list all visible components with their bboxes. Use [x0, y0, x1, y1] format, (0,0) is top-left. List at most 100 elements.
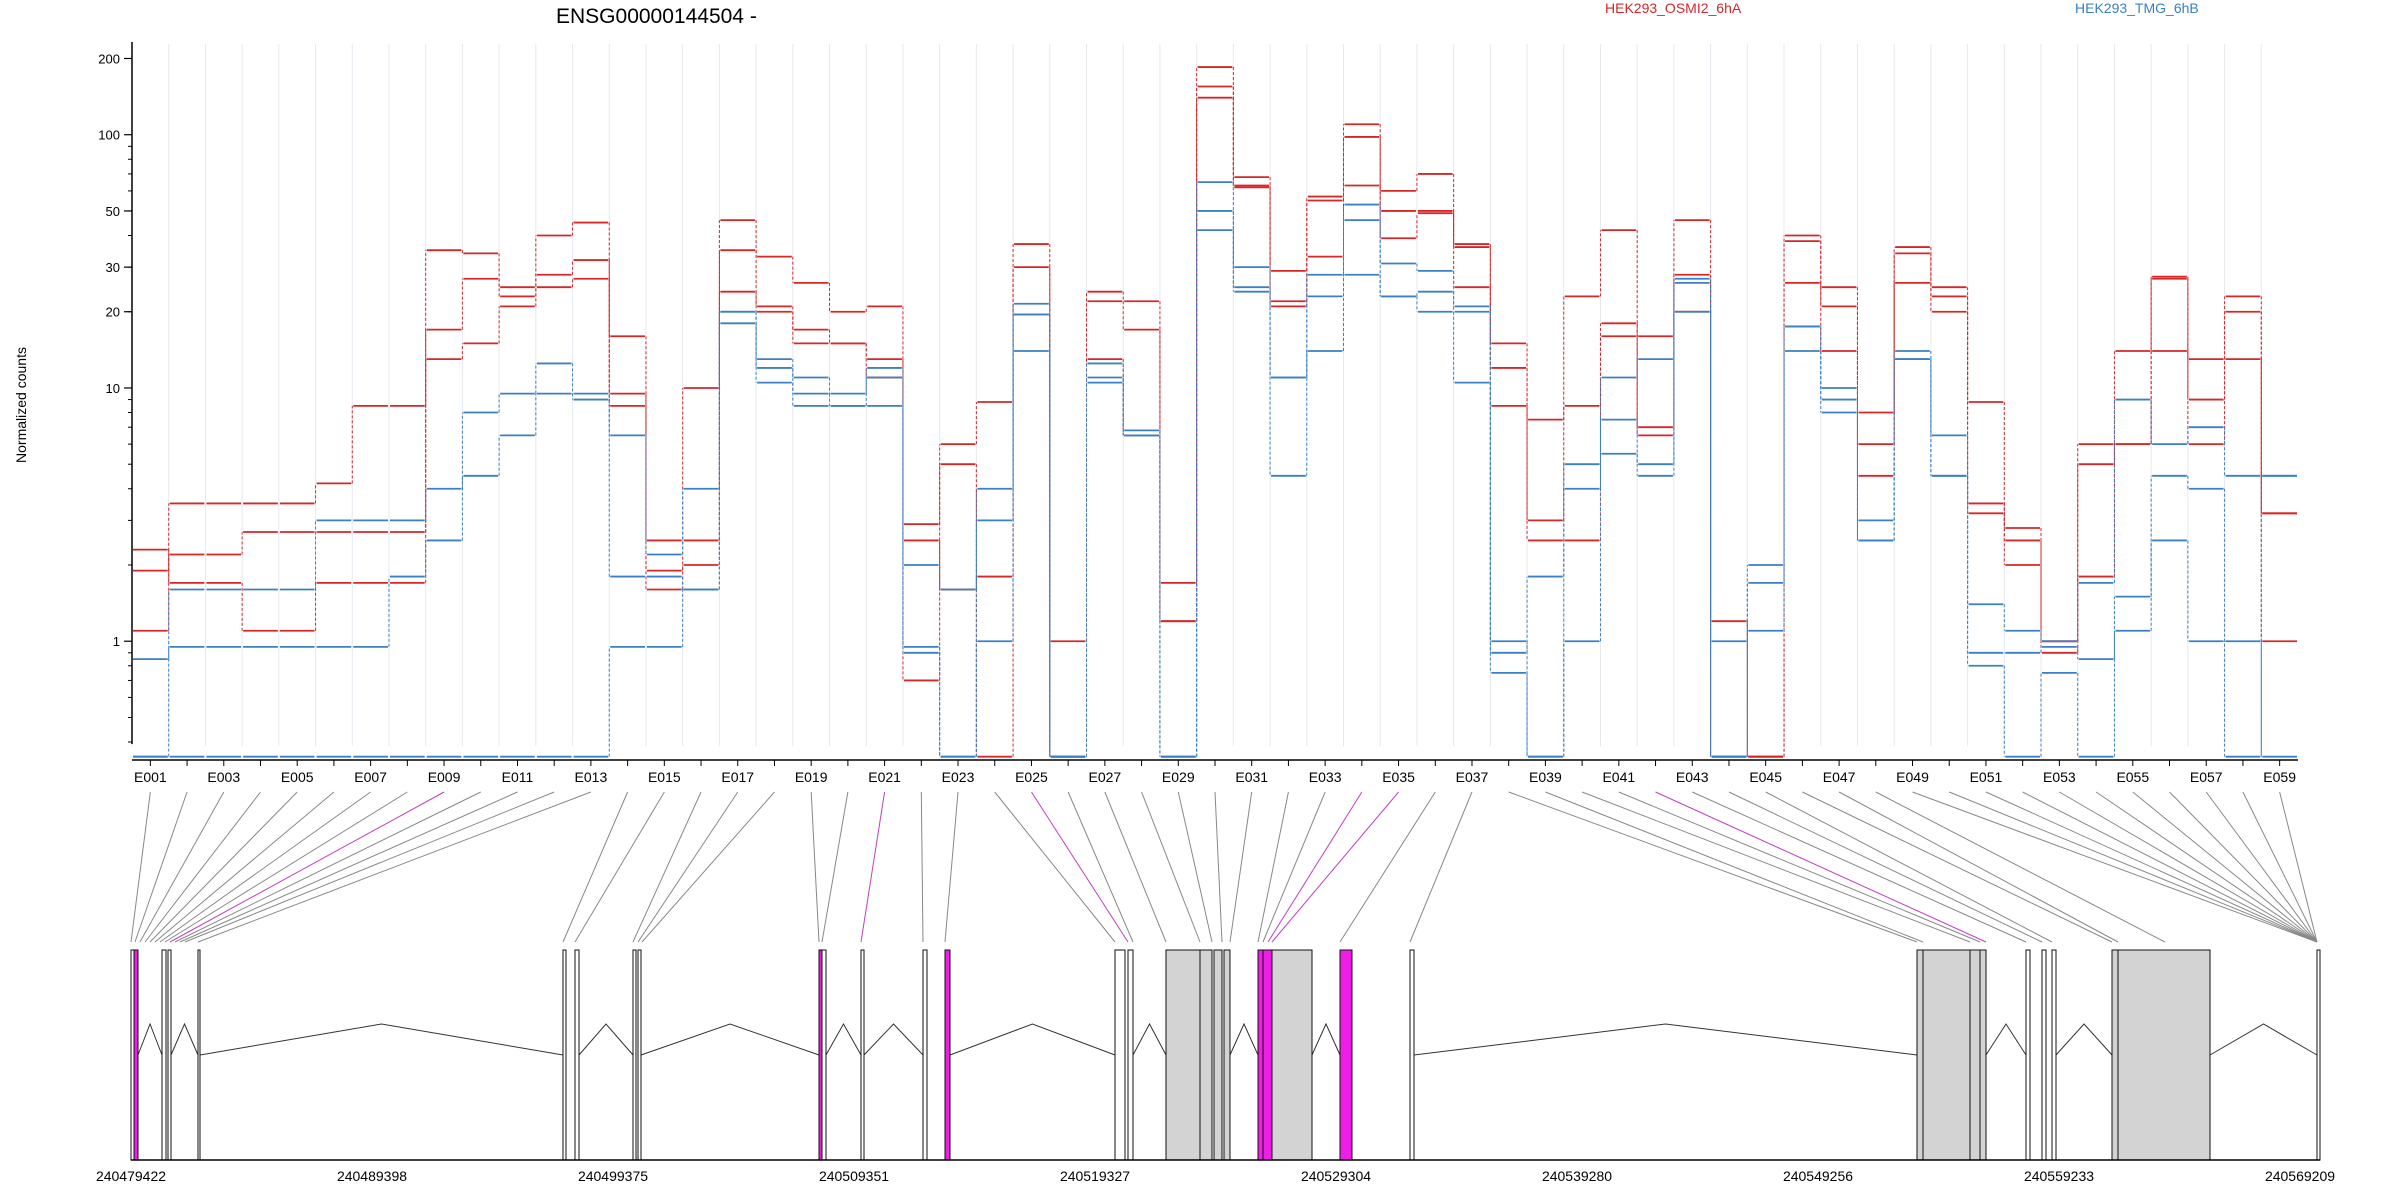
- coordinate-label-240569209: 240569209: [2265, 1168, 2335, 1184]
- connector-E043: [1692, 791, 2027, 943]
- connector-E012: [184, 791, 555, 943]
- connector-E058: [2242, 791, 2318, 943]
- y-tick-label-1: 1: [113, 634, 120, 649]
- exon-tick-label-E025: E025: [1015, 769, 1048, 785]
- connector-E029: [1177, 791, 1213, 943]
- exon-block: [1199, 949, 1213, 1161]
- exon-block: [1127, 949, 1134, 1161]
- connector-E005: [149, 791, 298, 943]
- exon-tick-label-E009: E009: [428, 769, 461, 785]
- connector-E001: [130, 791, 151, 943]
- exon-tick-label-E057: E057: [2190, 769, 2223, 785]
- exon-tick-label-E031: E031: [1235, 769, 1268, 785]
- intron-line: [170, 1022, 199, 1056]
- connector-E047: [1838, 791, 2119, 943]
- exon-axis: E001 E003 E005 E007 E009 E011 E013 E015 E017 E019…: [132, 759, 2298, 785]
- connector-E028: [1141, 791, 1201, 943]
- exon-block-highlighted: [1257, 949, 1264, 1161]
- coordinate-label-240539280: 240539280: [1542, 1168, 1612, 1184]
- intron-line: [1311, 1022, 1341, 1056]
- intron-line: [2055, 1023, 2113, 1056]
- coordinate-label-240479422: 240479422: [96, 1168, 166, 1184]
- connector-E049: [1912, 791, 2318, 943]
- coordinate-label-240529304: 240529304: [1301, 1168, 1371, 1184]
- connector-E030: [1214, 791, 1223, 943]
- intron-line: [825, 1022, 862, 1056]
- connector-E053: [2059, 791, 2318, 943]
- connector-E019: [810, 791, 820, 943]
- y-tick-label-20: 20: [106, 305, 120, 320]
- connector-E051: [1985, 791, 2318, 943]
- gene-model-track: [130, 949, 2321, 1161]
- connector-E013: [197, 791, 592, 943]
- connector-E007: [159, 791, 371, 943]
- exon-block: [1922, 949, 1971, 1161]
- connector-E055: [2132, 791, 2318, 943]
- y-tick-label-10: 10: [106, 381, 120, 396]
- exon-tick-label-E003: E003: [207, 769, 240, 785]
- exon-tick-label-E005: E005: [281, 769, 314, 785]
- exon-tick-label-E051: E051: [1970, 769, 2003, 785]
- intron-line: [949, 1023, 1116, 1056]
- connector-E033: [1262, 791, 1326, 943]
- intron-line: [1229, 1022, 1259, 1056]
- series-hek293-tmg-6hb-5: [133, 210, 2297, 758]
- connector-E044: [1728, 791, 2043, 943]
- exon-tick-label-E039: E039: [1529, 769, 1562, 785]
- intron-line: [863, 1023, 924, 1056]
- connector-E008: [164, 791, 408, 943]
- exon-block: [1409, 949, 1415, 1161]
- connector-E034: [1267, 791, 1363, 943]
- exon-tick-label-E041: E041: [1602, 769, 1635, 785]
- exon-tick-label-E027: E027: [1089, 769, 1122, 785]
- exon-tick-label-E023: E023: [942, 769, 975, 785]
- genomic-coordinate-axis: 240479422 240489398 240499375 240509351 2405…: [96, 1159, 2335, 1184]
- exon-block: [2316, 949, 2321, 1161]
- exon-tick-label-E021: E021: [868, 769, 901, 785]
- exon-tick-label-E033: E033: [1309, 769, 1342, 785]
- series-hek293-tmg-6hb-4: [133, 181, 2297, 758]
- connector-E014: [562, 791, 629, 943]
- connector-E037: [1409, 791, 1473, 943]
- connector-E018: [641, 791, 775, 943]
- coordinate-label-240549256: 240549256: [1783, 1168, 1853, 1184]
- exon-tick-label-E017: E017: [721, 769, 754, 785]
- exon-block: [562, 949, 567, 1161]
- exon-tick-label-E047: E047: [1823, 769, 1856, 785]
- exon-block: [821, 949, 827, 1161]
- connector-E021: [860, 791, 886, 943]
- legend-entry-hek293-osmi2-6ha: HEK293_OSMI2_6hA: [1605, 0, 1742, 16]
- coordinate-label-240559233: 240559233: [2024, 1168, 2094, 1184]
- exon-block: [1165, 949, 1201, 1161]
- exon-block: [1271, 949, 1313, 1161]
- exon-tick-label-E011: E011: [502, 769, 534, 785]
- connector-E011: [179, 791, 518, 943]
- connector-E024: [994, 791, 1116, 943]
- exon-block: [1114, 949, 1126, 1161]
- exon-tick-label-E049: E049: [1896, 769, 1929, 785]
- connector-E002: [134, 791, 188, 943]
- intron-line: [199, 1023, 564, 1056]
- connector-E006: [154, 791, 335, 943]
- legend: HEK293_OSMI2_6hA HEK293_TMG_6hB: [1605, 0, 2199, 16]
- connector-E056: [2169, 791, 2318, 943]
- connector-E050: [1949, 791, 2318, 943]
- connector-E042: [1655, 791, 1987, 943]
- connector-E031: [1229, 791, 1253, 943]
- exon-block: [2111, 949, 2119, 1161]
- series-hek293-osmi2-6ha-3: [133, 96, 2297, 758]
- exon-block: [197, 949, 201, 1161]
- connector-E015: [574, 791, 665, 943]
- exon-block: [1916, 949, 1924, 1161]
- y-axis: 200 100 50 30 20 10 1: [98, 42, 133, 744]
- coordinate-label-240489398: 240489398: [337, 1168, 407, 1184]
- series-hek293-osmi2-6ha-2: [133, 85, 2297, 758]
- exon-block: [2051, 949, 2057, 1161]
- exon-block: [2041, 949, 2047, 1161]
- exon-block: [2117, 949, 2211, 1161]
- intron-line: [1132, 1022, 1167, 1056]
- exon-tick-label-E029: E029: [1162, 769, 1195, 785]
- connector-E003: [139, 791, 225, 943]
- connector-E017: [637, 791, 739, 943]
